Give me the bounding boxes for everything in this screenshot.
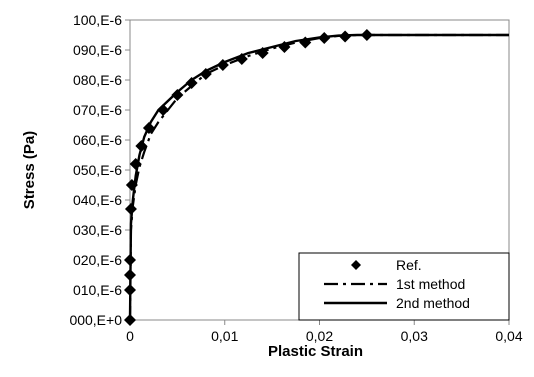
y-tick-label: 040,E-6 — [73, 192, 122, 208]
series-2nd-method-line — [128, 33, 509, 321]
x-tick-label: 0,03 — [401, 328, 428, 344]
y-tick-label: 010,E-6 — [73, 282, 122, 298]
y-tick-label: 060,E-6 — [73, 132, 122, 148]
x-tick-label: 0,01 — [211, 328, 238, 344]
y-tick-label: 000,E+0 — [69, 312, 122, 328]
legend: Ref. 1st method 2nd method — [298, 252, 510, 321]
series-1st-method-line — [128, 33, 509, 321]
series-ref-point — [171, 89, 184, 101]
x-axis-title: Plastic Strain — [268, 343, 363, 360]
y-tick-label: 080,E-6 — [73, 72, 122, 88]
y-axis-title: Stress (Pa) — [21, 131, 38, 209]
x-tick-label: 0,02 — [306, 328, 333, 344]
x-tick-label: 0 — [126, 328, 134, 344]
y-tick-label: 070,E-6 — [73, 102, 122, 118]
y-tick-label: 020,E-6 — [73, 252, 122, 268]
series-layer — [124, 29, 509, 326]
legend-ref-symbol — [351, 260, 361, 270]
series-ref-point — [185, 77, 198, 89]
legend-1st-method-label: 1st method — [396, 276, 465, 292]
y-tick-label: 050,E-6 — [73, 162, 122, 178]
x-tick-label: 0,04 — [495, 328, 522, 344]
y-tick-label: 090,E-6 — [73, 42, 122, 58]
legend-2nd-method-label: 2nd method — [396, 295, 470, 311]
legend-ref-label: Ref. — [396, 257, 422, 273]
axes: 000,E+0 010,E-6 020,E-6 030,E-6 040,E-6 050,E… — [69, 12, 522, 344]
y-tick-label: 030,E-6 — [73, 222, 122, 238]
legend-box — [298, 252, 510, 321]
y-tick-label: 100,E-6 — [73, 12, 122, 28]
